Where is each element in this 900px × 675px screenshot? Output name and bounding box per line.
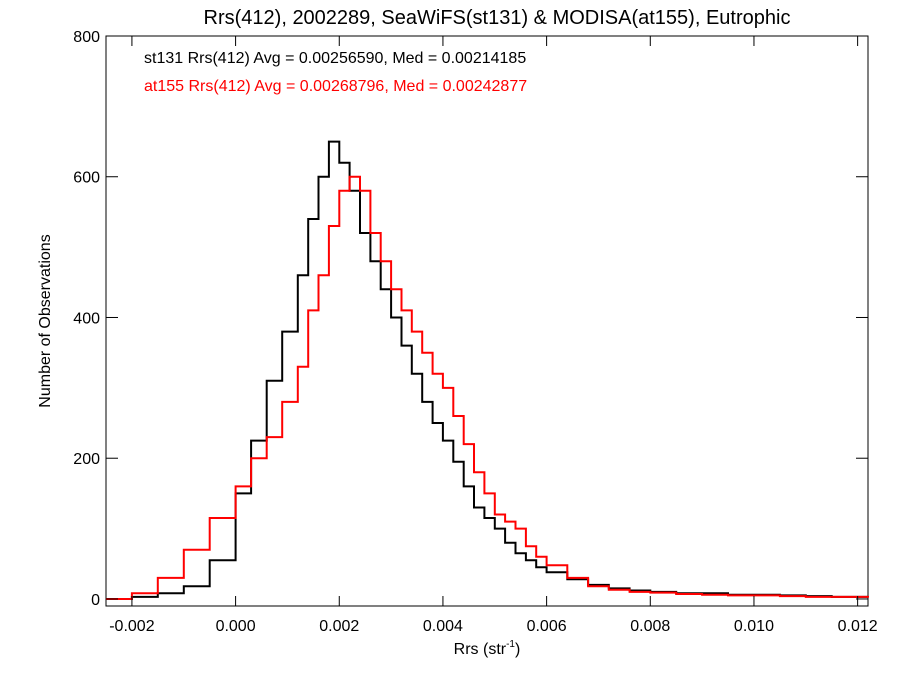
tick-layer: -0.002 0.000 0.002 0.004 0.006 0.008 0.010 0.01… (73, 29, 877, 635)
x-tick-label: 0.002 (319, 618, 359, 635)
y-tick-label: 200 (73, 451, 100, 468)
y-tick-label: 800 (73, 29, 100, 46)
series-line-st131 (106, 140, 868, 600)
y-tick-label: 400 (73, 310, 100, 327)
x-tick-label: 0.008 (630, 618, 670, 635)
legend-entry-at155: at155 Rrs(412) Avg = 0.00268796, Med = 0… (144, 78, 527, 95)
x-tick-label: 0.004 (423, 618, 463, 635)
legend-entry-st131: st131 Rrs(412) Avg = 0.00256590, Med = 0… (144, 50, 526, 67)
chart-title: Rrs(412), 2002289, SeaWiFS(st131) & MODI… (204, 7, 791, 29)
series-line-at155 (106, 175, 869, 600)
x-tick-label: 0.006 (527, 618, 567, 635)
x-tick-label: -0.002 (109, 618, 154, 635)
x-axis-label-close: ) (515, 641, 520, 658)
series-layer (106, 140, 869, 600)
x-axis-label-superscript: -1 (506, 639, 515, 650)
x-tick-label: 0.000 (216, 618, 256, 635)
y-tick-label: 600 (73, 170, 100, 187)
y-tick-label: 0 (91, 592, 100, 609)
plot-frame (105, 35, 869, 607)
x-axis-label: Rrs (str-1) (454, 639, 521, 658)
y-axis-label: Number of Observations (37, 234, 54, 407)
x-axis-label-main: Rrs (str (454, 641, 507, 658)
x-tick-label: 0.012 (838, 618, 878, 635)
x-tick-label: 0.010 (734, 618, 774, 635)
